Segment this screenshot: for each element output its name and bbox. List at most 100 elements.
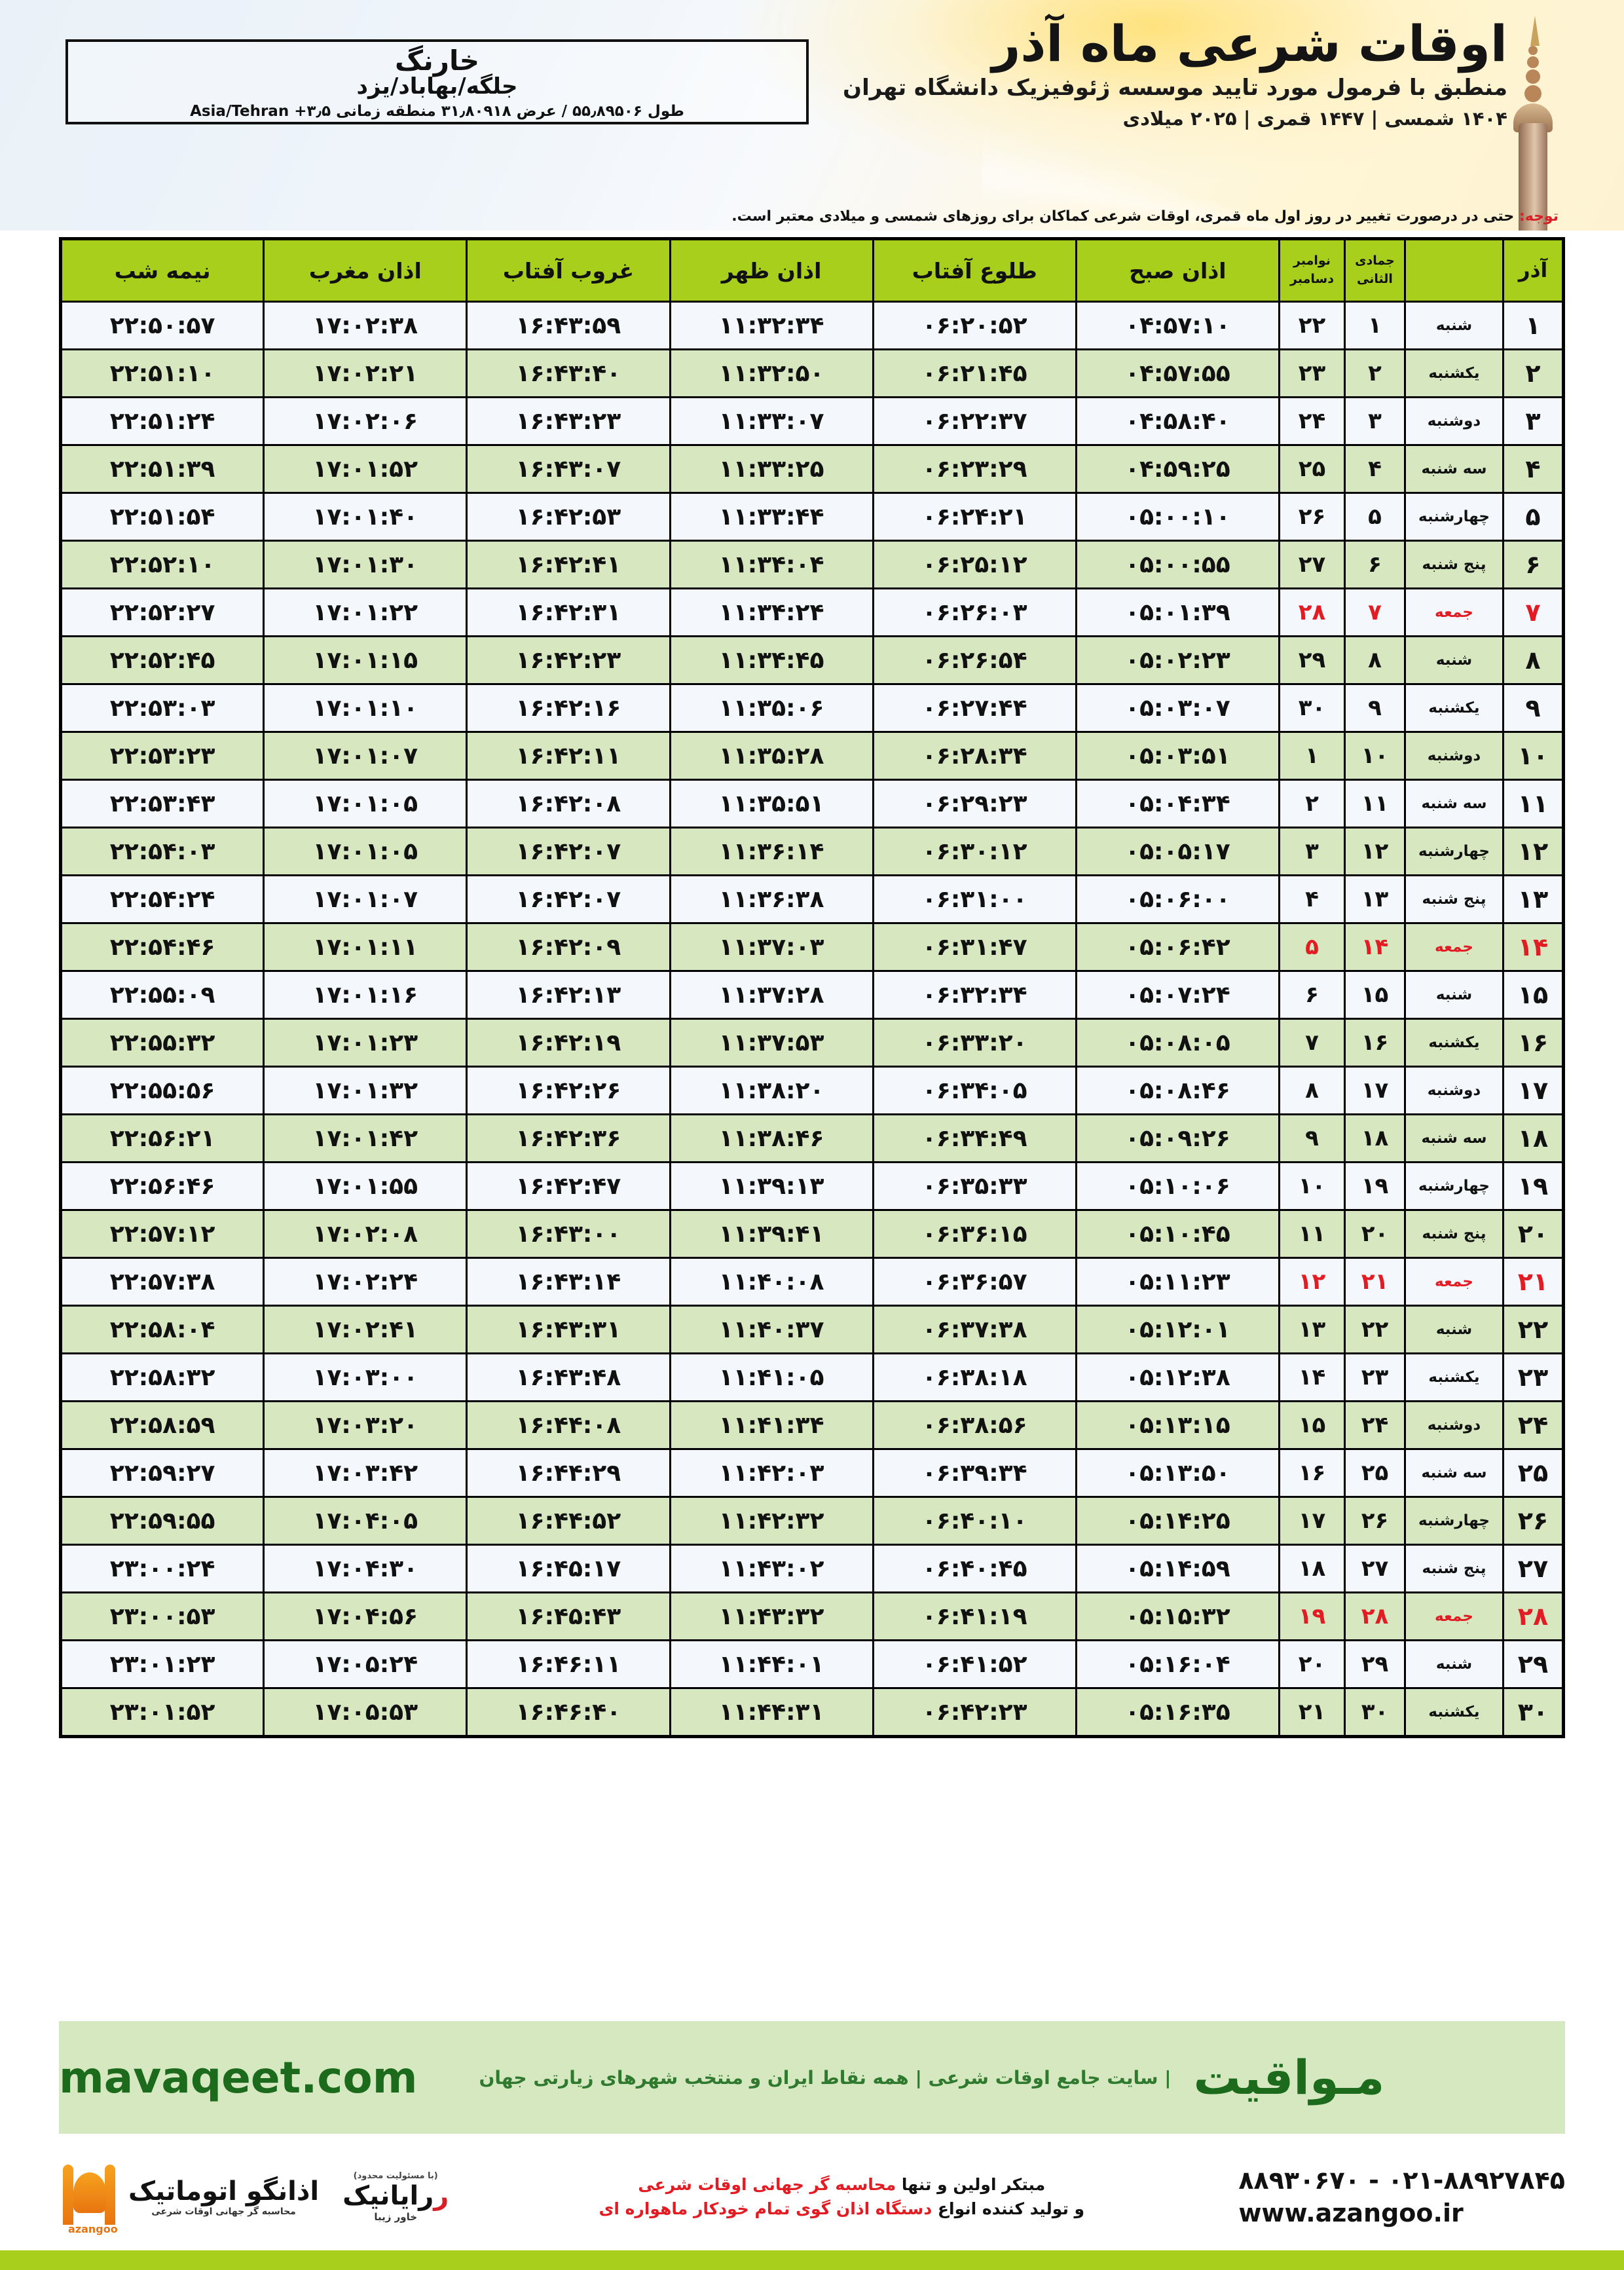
cell-gregorian-day: ۲۷ xyxy=(1278,540,1346,589)
cell-hijri-day: ۱۴ xyxy=(1344,922,1406,972)
cell-maghrib: ۱۷:۰۱:۴۲ xyxy=(263,1113,468,1163)
cell-day-name: پنج شنبه xyxy=(1404,1544,1504,1593)
col-header-gregorian-bottom: دسامبر xyxy=(1290,272,1334,286)
footer-contact: ۰۲۱-۸۸۹۲۷۸۴۵ - ۸۸۹۳۰۶۷۰ www.azangoo.ir xyxy=(1219,2166,1565,2227)
cell-dhuhr: ۱۱:۳۶:۱۴ xyxy=(669,827,874,876)
footer-slogan-line1-highlight: محاسبه گر جهانی اوقات شرعی xyxy=(638,2174,896,2194)
cell-dhuhr: ۱۱:۴۱:۰۵ xyxy=(669,1352,874,1402)
cell-midnight: ۲۲:۵۱:۵۴ xyxy=(59,492,265,542)
azangoo-logo-sub: محاسبه گر جهانی اوقات شرعی xyxy=(151,2206,296,2217)
cell-midnight: ۲۲:۵۷:۱۲ xyxy=(59,1209,265,1259)
cell-maghrib: ۱۷:۰۲:۲۱ xyxy=(263,348,468,398)
cell-sunset: ۱۶:۴۲:۱۶ xyxy=(466,683,671,733)
brand-website[interactable]: mavaqeet.com xyxy=(59,2052,418,2103)
cell-midnight: ۲۲:۵۵:۰۹ xyxy=(59,970,265,1020)
cell-midnight: ۲۲:۵۴:۴۶ xyxy=(59,922,265,972)
cell-gregorian-day: ۳ xyxy=(1278,827,1346,876)
col-header-azar: آذر xyxy=(1502,238,1564,303)
cell-sunrise: ۰۶:۳۱:۴۷ xyxy=(872,922,1077,972)
cell-hijri-day: ۱۷ xyxy=(1344,1066,1406,1115)
cell-sunrise: ۰۶:۲۴:۲۱ xyxy=(872,492,1077,542)
cell-sunrise: ۰۶:۲۵:۱۲ xyxy=(872,540,1077,589)
cell-sunset: ۱۶:۴۶:۴۰ xyxy=(466,1687,671,1738)
table-row: ۲ یکشنبه ۲ ۲۳ ۰۴:۵۷:۵۵ ۰۶:۲۱:۴۵ ۱۱:۳۲:۵۰ ۱۶:۴۳:… xyxy=(59,348,1564,398)
cell-fajr: ۰۵:۰۲:۲۳ xyxy=(1075,635,1281,685)
cell-fajr: ۰۵:۰۶:۴۲ xyxy=(1075,922,1281,972)
cell-dhuhr: ۱۱:۳۷:۵۳ xyxy=(669,1018,874,1068)
cell-maghrib: ۱۷:۰۱:۴۰ xyxy=(263,492,468,542)
cell-sunrise: ۰۶:۴۱:۵۲ xyxy=(872,1639,1077,1689)
cell-sunrise: ۰۶:۳۴:۰۵ xyxy=(872,1066,1077,1115)
cell-maghrib: ۱۷:۰۵:۲۴ xyxy=(263,1639,468,1689)
minaret-icon xyxy=(1496,13,1575,231)
cell-midnight: ۲۲:۵۵:۵۶ xyxy=(59,1066,265,1115)
page-header: اوقات شرعی ماه آذر منطبق با فرمول مورد ت… xyxy=(0,0,1624,231)
cell-gregorian-day: ۱۲ xyxy=(1278,1257,1346,1307)
cell-dhuhr: ۱۱:۳۳:۴۴ xyxy=(669,492,874,542)
cell-dhuhr: ۱۱:۳۳:۰۷ xyxy=(669,396,874,446)
cell-sunrise: ۰۶:۲۸:۳۴ xyxy=(872,731,1077,781)
cell-dhuhr: ۱۱:۳۹:۱۳ xyxy=(669,1161,874,1211)
cell-midnight: ۲۲:۵۶:۲۱ xyxy=(59,1113,265,1163)
page-title: اوقات شرعی ماه آذر xyxy=(991,14,1507,73)
cell-sunset: ۱۶:۴۲:۴۷ xyxy=(466,1161,671,1211)
cell-day-name: شنبه xyxy=(1404,1639,1504,1689)
cell-midnight: ۲۲:۵۷:۳۸ xyxy=(59,1257,265,1307)
cell-gregorian-day: ۴ xyxy=(1278,874,1346,924)
cell-hijri-day: ۱۶ xyxy=(1344,1018,1406,1068)
cell-maghrib: ۱۷:۰۱:۳۰ xyxy=(263,540,468,589)
col-header-maghrib: اذان مغرب xyxy=(263,238,468,303)
cell-day-index: ۳ xyxy=(1502,396,1564,446)
cell-sunrise: ۰۶:۳۶:۱۵ xyxy=(872,1209,1077,1259)
cell-day-name: سه شنبه xyxy=(1404,1448,1504,1498)
cell-day-index: ۲۷ xyxy=(1502,1544,1564,1593)
rayaneik-logo-word: رایانیک xyxy=(342,2180,434,2211)
cell-sunset: ۱۶:۴۴:۰۸ xyxy=(466,1400,671,1450)
cell-gregorian-day: ۱۴ xyxy=(1278,1352,1346,1402)
cell-day-index: ۱۷ xyxy=(1502,1066,1564,1115)
cell-maghrib: ۱۷:۰۴:۵۶ xyxy=(263,1591,468,1641)
cell-fajr: ۰۵:۱۳:۱۵ xyxy=(1075,1400,1281,1450)
table-row: ۸ شنبه ۸ ۲۹ ۰۵:۰۲:۲۳ ۰۶:۲۶:۵۴ ۱۱:۳۴:۴۵ ۱۶:۴۲:۲۳… xyxy=(59,635,1564,685)
cell-sunrise: ۰۶:۳۳:۲۰ xyxy=(872,1018,1077,1068)
cell-day-index: ۴ xyxy=(1502,444,1564,494)
cell-sunset: ۱۶:۴۳:۰۰ xyxy=(466,1209,671,1259)
page-subtitle: منطبق با فرمول مورد تایید موسسه ژئوفیزیک… xyxy=(843,74,1507,101)
table-row: ۹ یکشنبه ۹ ۳۰ ۰۵:۰۳:۰۷ ۰۶:۲۷:۴۴ ۱۱:۳۵:۰۶ ۱۶:۴۲:… xyxy=(59,683,1564,733)
table-row: ۱۱ سه شنبه ۱۱ ۲ ۰۵:۰۴:۳۴ ۰۶:۲۹:۲۳ ۱۱:۳۵:۵۱ ۱۶:۴… xyxy=(59,779,1564,828)
cell-dhuhr: ۱۱:۳۹:۴۱ xyxy=(669,1209,874,1259)
col-header-sunset: غروب آفتاب xyxy=(466,238,671,303)
cell-hijri-day: ۸ xyxy=(1344,635,1406,685)
col-header-fajr: اذان صبح xyxy=(1075,238,1281,303)
cell-gregorian-day: ۱۵ xyxy=(1278,1400,1346,1450)
cell-dhuhr: ۱۱:۴۳:۳۲ xyxy=(669,1591,874,1641)
cell-maghrib: ۱۷:۰۱:۵۲ xyxy=(263,444,468,494)
cell-sunrise: ۰۶:۲۶:۰۳ xyxy=(872,587,1077,637)
cell-midnight: ۲۳:۰۰:۲۴ xyxy=(59,1544,265,1593)
footer-website[interactable]: www.azangoo.ir xyxy=(1238,2199,1464,2227)
cell-sunrise: ۰۶:۳۴:۴۹ xyxy=(872,1113,1077,1163)
cell-day-name: چهارشنبه xyxy=(1404,492,1504,542)
table-row: ۱۵ شنبه ۱۵ ۶ ۰۵:۰۷:۲۴ ۰۶:۳۲:۳۴ ۱۱:۳۷:۲۸ ۱۶:۴۲:۱… xyxy=(59,970,1564,1020)
cell-maghrib: ۱۷:۰۱:۲۳ xyxy=(263,1018,468,1068)
cell-dhuhr: ۱۱:۴۱:۳۴ xyxy=(669,1400,874,1450)
cell-maghrib: ۱۷:۰۳:۴۲ xyxy=(263,1448,468,1498)
cell-midnight: ۲۳:۰۰:۵۳ xyxy=(59,1591,265,1641)
cell-hijri-day: ۴ xyxy=(1344,444,1406,494)
cell-day-index: ۱۴ xyxy=(1502,922,1564,972)
cell-sunset: ۱۶:۴۲:۲۳ xyxy=(466,635,671,685)
cell-hijri-day: ۵ xyxy=(1344,492,1406,542)
cell-maghrib: ۱۷:۰۲:۴۱ xyxy=(263,1305,468,1354)
cell-sunset: ۱۶:۴۵:۱۷ xyxy=(466,1544,671,1593)
cell-midnight: ۲۲:۵۵:۳۲ xyxy=(59,1018,265,1068)
cell-fajr: ۰۴:۵۹:۲۵ xyxy=(1075,444,1281,494)
cell-day-index: ۱۰ xyxy=(1502,731,1564,781)
cell-day-index: ۹ xyxy=(1502,683,1564,733)
cell-midnight: ۲۲:۵۸:۵۹ xyxy=(59,1400,265,1450)
table-row: ۳۰ یکشنبه ۳۰ ۲۱ ۰۵:۱۶:۳۵ ۰۶:۴۲:۲۳ ۱۱:۴۴:۳۱ ۱۶:۴… xyxy=(59,1687,1564,1738)
cell-day-name: چهارشنبه xyxy=(1404,827,1504,876)
cell-midnight: ۲۲:۵۹:۵۵ xyxy=(59,1496,265,1546)
cell-maghrib: ۱۷:۰۱:۲۲ xyxy=(263,587,468,637)
cell-hijri-day: ۲۰ xyxy=(1344,1209,1406,1259)
cell-fajr: ۰۵:۰۶:۰۰ xyxy=(1075,874,1281,924)
